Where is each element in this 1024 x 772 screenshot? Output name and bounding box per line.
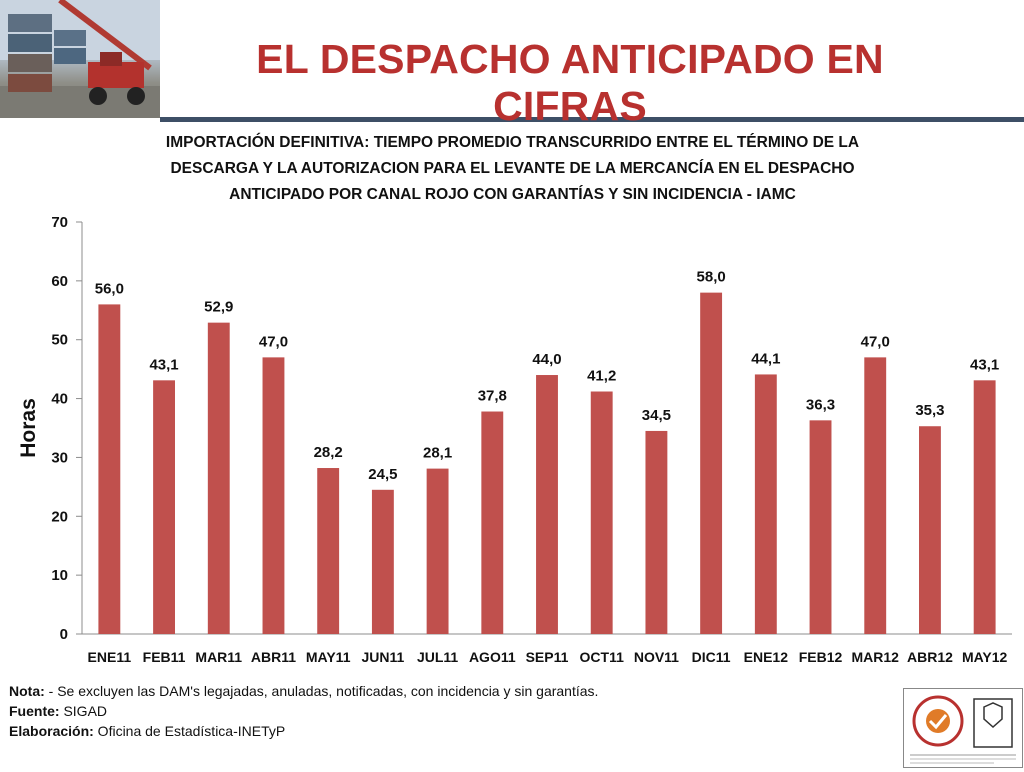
bars <box>98 292 996 634</box>
category-label: JUL11 <box>417 649 458 665</box>
bar-dic11 <box>700 292 723 634</box>
source-line: Fuente: SIGAD <box>9 701 598 721</box>
category-label: FEB12 <box>799 649 843 665</box>
category-labels: ENE11 FEB11 MAR11 ABR11 MAY11 JUN11 JUL11 AGO11… <box>88 649 1008 665</box>
category-label: MAR12 <box>852 649 900 665</box>
value-label: 28,1 <box>423 445 452 462</box>
header-divider <box>160 117 1024 122</box>
chart-title: IMPORTACIÓN DEFINITIVA: TIEMPO PROMEDIO … <box>90 130 935 208</box>
certification-logos <box>903 688 1023 768</box>
bar-abr11 <box>262 357 285 634</box>
bar-may11 <box>317 468 340 634</box>
category-label: ABR11 <box>251 649 296 665</box>
category-label: MAR11 <box>195 649 242 665</box>
bar-mar12 <box>864 357 887 634</box>
bar-ago11 <box>481 411 504 634</box>
bar-abr12 <box>919 426 941 634</box>
elaboration-line: Elaboración: Oficina de Estadística-INET… <box>9 721 598 741</box>
category-label: ENE11 <box>88 649 132 665</box>
category-label: JUN11 <box>361 649 404 665</box>
y-tick-label: 10 <box>51 567 68 584</box>
bar-ene12 <box>754 374 777 634</box>
value-label: 47,0 <box>861 333 890 350</box>
category-label: ABR12 <box>907 649 953 665</box>
y-tick-label: 70 <box>51 214 68 231</box>
y-tick-label: 60 <box>51 273 68 290</box>
bar-may12 <box>973 380 996 634</box>
value-label: 35,3 <box>915 402 944 419</box>
category-label: MAY12 <box>962 649 1008 665</box>
value-label: 43,1 <box>970 356 999 373</box>
value-label: 28,2 <box>314 444 343 461</box>
value-labels: 56,0 43,1 52,9 47,0 28,2 24,5 28,1 37,8 44,0 41,2… <box>95 269 999 483</box>
note-line: Nota: - Se excluyen las DAM's legajadas,… <box>9 681 598 701</box>
category-label: ENE12 <box>744 649 789 665</box>
bar-oct11 <box>590 391 613 634</box>
footnotes: Nota: - Se excluyen las DAM's legajadas,… <box>9 681 598 741</box>
category-label: AGO11 <box>469 649 516 665</box>
page-title: EL DESPACHO ANTICIPADO EN CIFRAS <box>256 36 884 129</box>
value-label: 34,5 <box>642 407 671 424</box>
elaboration-label: Elaboración: <box>9 723 94 739</box>
value-label: 52,9 <box>204 299 233 316</box>
value-label: 41,2 <box>587 368 616 385</box>
bar-feb11 <box>153 380 175 634</box>
category-label: SEP11 <box>526 649 569 665</box>
bar-nov11 <box>645 430 668 634</box>
bar-chart: 0 10 20 30 40 50 60 70 56,0 43,1 52,9 47,0 28,2 24,5… <box>17 214 1012 665</box>
header-container-crane-photo <box>0 0 160 118</box>
bar-feb12 <box>809 420 832 634</box>
bar-jun11 <box>371 489 394 634</box>
sgs-ukas-seal-graphic <box>910 695 1016 764</box>
category-label: NOV11 <box>634 649 679 665</box>
category-label: DIC11 <box>692 649 731 665</box>
value-label: 44,1 <box>751 350 780 367</box>
y-tick-label: 40 <box>51 391 68 408</box>
y-tick-label: 50 <box>51 332 68 349</box>
value-label: 56,0 <box>95 280 124 297</box>
bar-jul11 <box>426 468 449 634</box>
bar-ene11 <box>98 304 121 634</box>
bar-sep11 <box>536 375 558 634</box>
chart-title-line-3: ANTICIPADO POR CANAL ROJO CON GARANTÍAS … <box>229 186 796 203</box>
source-label: Fuente: <box>9 703 60 719</box>
y-tick-label: 30 <box>51 449 68 466</box>
note-label: Nota: <box>9 683 45 699</box>
value-label: 24,5 <box>368 466 397 483</box>
bar-mar11 <box>207 322 230 634</box>
y-axis-title: Horas <box>17 398 40 458</box>
note-text: - Se excluyen las DAM's legajadas, anula… <box>44 683 599 699</box>
container-crane-illustration <box>0 0 160 118</box>
y-tick-label: 20 <box>51 508 68 525</box>
source-text: SIGAD <box>59 703 108 719</box>
chart-title-line-2: DESCARGA Y LA AUTORIZACION PARA EL LEVAN… <box>170 160 855 177</box>
category-label: MAY11 <box>306 649 351 665</box>
value-label: 58,0 <box>697 269 726 286</box>
elaboration-text: Oficina de Estadística-INETyP <box>93 723 286 739</box>
y-tick-label: 0 <box>60 626 68 643</box>
category-label: OCT11 <box>580 649 625 665</box>
value-label: 36,3 <box>806 396 835 413</box>
value-label: 43,1 <box>149 356 178 373</box>
value-label: 44,0 <box>532 351 561 368</box>
chart-title-line-1: IMPORTACIÓN DEFINITIVA: TIEMPO PROMEDIO … <box>165 134 860 151</box>
category-label: FEB11 <box>143 649 186 665</box>
value-label: 47,0 <box>259 333 288 350</box>
value-label: 37,8 <box>478 388 507 405</box>
